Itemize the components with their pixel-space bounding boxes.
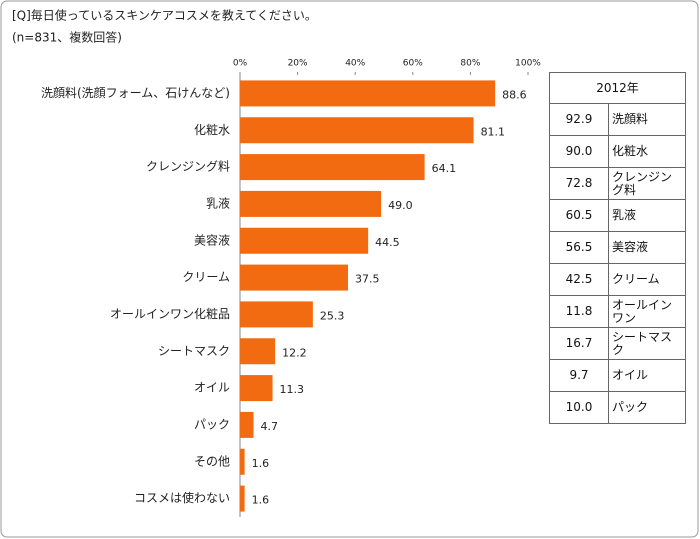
value-label: 37.5 xyxy=(355,273,380,286)
y-tick-label: 化粧水 xyxy=(194,123,230,137)
table-row: 16.7 シートマスク xyxy=(549,327,686,360)
x-tick-label: 60% xyxy=(403,59,423,69)
table-label: 乳液 xyxy=(608,199,686,232)
table-label: 化粧水 xyxy=(608,135,686,168)
table-value: 11.8 xyxy=(549,295,609,328)
y-tick-label: シートマスク xyxy=(158,344,230,358)
table-label: クリーム xyxy=(608,263,686,296)
bar xyxy=(240,154,425,181)
value-label: 64.1 xyxy=(432,162,457,175)
bar xyxy=(240,80,496,107)
bar xyxy=(240,190,382,217)
table-row: 90.0 化粧水 xyxy=(549,135,686,168)
y-tick-label: クレンジング料 xyxy=(146,160,230,174)
table-label: シートマスク xyxy=(608,327,686,360)
y-tick-label: 乳液 xyxy=(206,195,230,210)
value-label: 44.5 xyxy=(375,236,400,249)
table-label: パック xyxy=(608,391,686,424)
value-label: 1.6 xyxy=(252,457,270,470)
bar xyxy=(240,485,245,512)
table-label: クレンジング料 xyxy=(608,167,686,200)
table-row: 72.8 クレンジング料 xyxy=(549,167,686,200)
table-row: 10.0 パック xyxy=(549,391,686,424)
table-label: オイル xyxy=(608,359,686,392)
table-value: 72.8 xyxy=(549,167,609,200)
bar xyxy=(240,338,276,365)
bar xyxy=(240,264,348,291)
y-tick-label: コスメは使わない xyxy=(134,490,230,505)
x-tick-label: 0% xyxy=(233,59,248,69)
table-label: 洗顔料 xyxy=(608,103,686,136)
x-tick-label: 20% xyxy=(288,59,308,69)
y-tick-label: クリーム xyxy=(182,270,230,284)
table-value: 60.5 xyxy=(549,199,609,232)
value-label: 12.2 xyxy=(282,346,307,359)
table-row: 56.5 美容液 xyxy=(549,231,686,264)
table-value: 9.7 xyxy=(549,359,609,392)
table-value: 92.9 xyxy=(549,103,609,136)
value-label: 25.3 xyxy=(320,309,345,322)
bar xyxy=(240,448,245,475)
bar xyxy=(240,411,254,438)
y-tick-label: オールインワン化粧品 xyxy=(110,307,230,321)
table: 2012年 92.9 洗顔料 90.0 化粧水 72.8 クレンジング料 60.5 乳液 56.… xyxy=(549,72,686,424)
y-tick-label: 洗顔料(洗顔フォーム、石けんなど) xyxy=(41,85,230,100)
y-tick-label: 美容液 xyxy=(194,232,230,247)
y-tick-label: パック xyxy=(194,417,230,431)
value-label: 1.6 xyxy=(252,494,270,507)
value-label: 49.0 xyxy=(388,199,413,212)
table-value: 56.5 xyxy=(549,231,609,264)
table-row: 42.5 クリーム xyxy=(549,263,686,296)
table-row: 11.8 オールインワン xyxy=(549,295,686,328)
x-tick-label: 40% xyxy=(345,59,365,69)
chart-subtitle: (n=831、複数回答) xyxy=(12,30,122,45)
table-value: 42.5 xyxy=(549,263,609,296)
table-row: 92.9 洗顔料 xyxy=(549,103,686,136)
bar xyxy=(240,227,369,254)
value-label: 81.1 xyxy=(481,125,506,138)
bar xyxy=(240,375,273,402)
table-label: 美容液 xyxy=(608,231,686,264)
y-tick-label: その他 xyxy=(194,454,230,468)
bar xyxy=(240,301,313,328)
table-value: 10.0 xyxy=(549,391,609,424)
table-header: 2012年 xyxy=(549,72,686,104)
y-tick-label: オイル xyxy=(194,381,230,395)
value-label: 11.3 xyxy=(280,383,305,396)
table-value: 16.7 xyxy=(549,327,609,360)
chart-title: [Q]毎日使っているスキンケアコスメを教えてください。 xyxy=(12,8,317,23)
x-tick-label: 80% xyxy=(460,59,480,69)
table-value: 90.0 xyxy=(549,135,609,168)
value-label: 4.7 xyxy=(261,420,279,433)
table-label: オールインワン xyxy=(608,295,686,328)
bar xyxy=(240,117,474,144)
x-tick-label: 100% xyxy=(515,59,541,69)
table-row: 60.5 乳液 xyxy=(549,199,686,232)
value-label: 88.6 xyxy=(502,88,526,101)
table-row: 9.7 オイル xyxy=(549,359,686,392)
